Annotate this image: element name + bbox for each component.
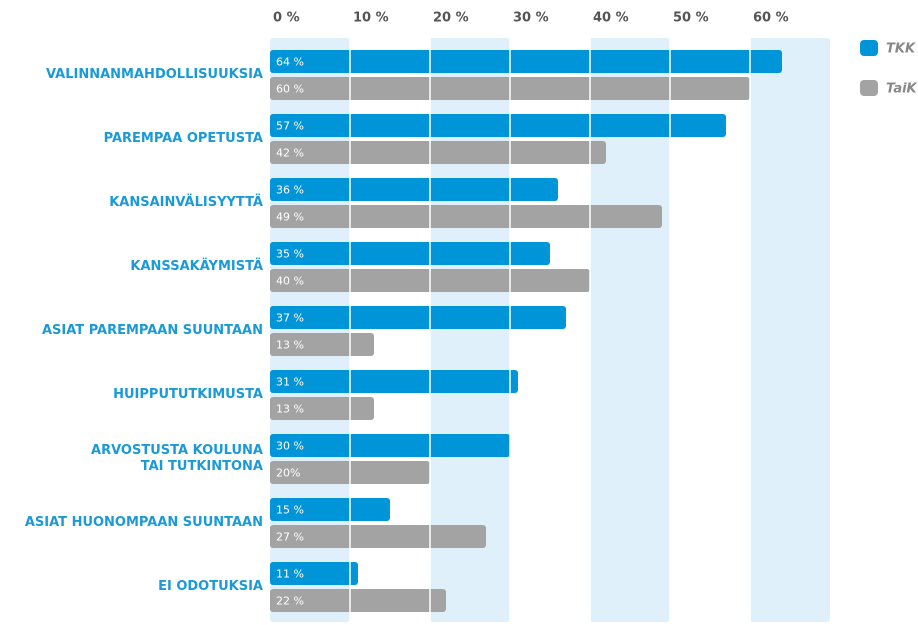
value-label: 31 % bbox=[276, 376, 304, 389]
value-label: 27 % bbox=[276, 531, 304, 544]
bar bbox=[270, 178, 558, 201]
category-label: EI ODOTUKSIA bbox=[158, 579, 263, 594]
legend-swatch bbox=[860, 40, 878, 56]
x-tick-label: 10 % bbox=[353, 11, 389, 26]
value-label: 11 % bbox=[276, 568, 304, 581]
category-label: ASIAT PAREMPAAN SUUNTAAN bbox=[41, 323, 263, 338]
x-tick-label: 30 % bbox=[513, 11, 549, 26]
category-label: HUIPPUTUTKIMUSTA bbox=[113, 387, 263, 402]
x-tick-label: 40 % bbox=[593, 11, 629, 26]
bar bbox=[270, 205, 662, 228]
bar bbox=[270, 114, 726, 137]
category-label: ASIAT HUONOMPAAN SUUNTAAN bbox=[24, 515, 263, 530]
value-label: 15 % bbox=[276, 504, 304, 517]
value-label: 22 % bbox=[276, 595, 304, 608]
value-label: 42 % bbox=[276, 147, 304, 160]
bar bbox=[270, 434, 510, 457]
bar bbox=[270, 498, 390, 521]
value-label: 35 % bbox=[276, 248, 304, 261]
column-band bbox=[590, 38, 670, 622]
value-label: 49 % bbox=[276, 211, 304, 224]
bar bbox=[270, 242, 550, 265]
bar bbox=[270, 333, 374, 356]
x-tick-label: 0 % bbox=[273, 11, 300, 26]
value-label: 36 % bbox=[276, 184, 304, 197]
value-label: 40 % bbox=[276, 275, 304, 288]
category-label: KANSSAKÄYMISTÄ bbox=[130, 259, 263, 274]
category-label: VALINNANMAHDOLLISUUKSIA bbox=[46, 67, 263, 82]
category-label: ARVOSTUSTA KOULUNA TAI TUTKINTONA bbox=[91, 443, 263, 474]
legend-label: TaiK bbox=[886, 82, 918, 97]
bar bbox=[270, 397, 374, 420]
x-tick-label: 50 % bbox=[673, 11, 709, 26]
x-tick-label: 60 % bbox=[753, 11, 789, 26]
bar bbox=[270, 589, 446, 612]
value-label: 30 % bbox=[276, 440, 304, 453]
category-label: PAREMPAA OPETUSTA bbox=[103, 131, 263, 146]
bar bbox=[270, 306, 566, 329]
bar bbox=[270, 525, 486, 548]
value-label: 13 % bbox=[276, 339, 304, 352]
column-band bbox=[750, 38, 830, 622]
category-label: KANSAINVÄLISYYTTÄ bbox=[109, 195, 263, 210]
value-label: 37 % bbox=[276, 312, 304, 325]
value-label: 57 % bbox=[276, 120, 304, 133]
bar bbox=[270, 141, 606, 164]
x-tick-label: 20 % bbox=[433, 11, 469, 26]
bar bbox=[270, 370, 518, 393]
value-label: 20% bbox=[276, 467, 300, 480]
value-label: 13 % bbox=[276, 403, 304, 416]
bar bbox=[270, 562, 358, 585]
legend-swatch bbox=[860, 80, 878, 96]
value-label: 60 % bbox=[276, 83, 304, 96]
legend-label: TKK bbox=[886, 42, 916, 57]
value-label: 64 % bbox=[276, 56, 304, 69]
bar bbox=[270, 50, 782, 73]
